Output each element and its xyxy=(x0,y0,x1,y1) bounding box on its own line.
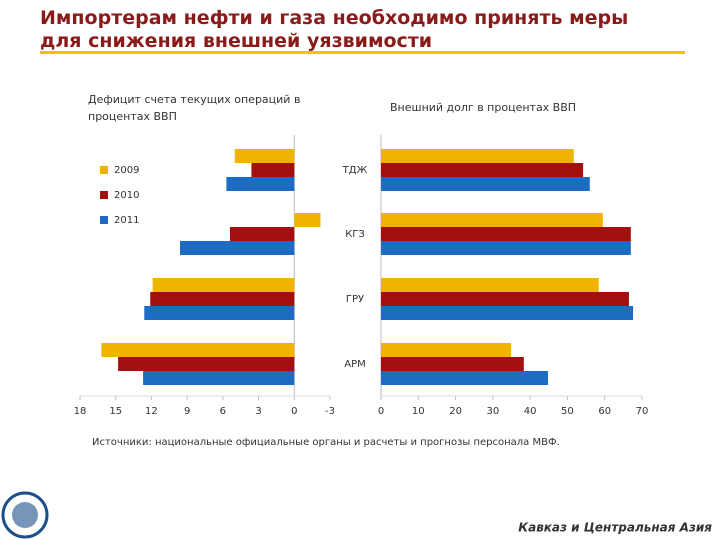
bar xyxy=(381,357,524,371)
bar xyxy=(251,163,295,177)
x-tick-label: -3 xyxy=(325,406,335,417)
bar xyxy=(381,343,512,357)
bar xyxy=(381,292,629,306)
bar xyxy=(381,177,590,191)
text-line: процентах ВВП xyxy=(88,110,177,123)
category-label: ТДЖ xyxy=(342,165,368,176)
bar xyxy=(230,227,295,241)
x-tick-label: 0 xyxy=(291,406,297,417)
x-tick-label: 40 xyxy=(524,406,537,417)
bar xyxy=(381,149,574,163)
legend-label: 2011 xyxy=(114,215,139,226)
text-block: Импортерам нефти и газа необходимо приня… xyxy=(40,7,628,52)
x-tick-label: 9 xyxy=(184,406,190,417)
legend-label: 2010 xyxy=(114,190,139,201)
category-label: ГРУ xyxy=(346,294,364,305)
bar xyxy=(381,371,549,385)
bar xyxy=(180,241,295,255)
bar xyxy=(226,177,295,191)
bar xyxy=(144,306,295,320)
chart-title: Внешний долг в процентах ВВП xyxy=(390,101,576,114)
x-tick-label: 0 xyxy=(378,406,384,417)
bar xyxy=(381,213,603,227)
x-tick-label: 30 xyxy=(486,406,499,417)
x-tick-label: 18 xyxy=(74,406,87,417)
bar xyxy=(118,357,295,371)
bar xyxy=(381,241,631,255)
bar xyxy=(143,371,295,385)
bar xyxy=(152,278,295,292)
imf-logo xyxy=(1,491,49,539)
bar xyxy=(381,278,599,292)
x-tick-label: 70 xyxy=(636,406,649,417)
x-tick-label: 15 xyxy=(109,406,122,417)
x-tick-label: 20 xyxy=(449,406,462,417)
legend-swatch xyxy=(100,166,108,174)
legend-swatch xyxy=(100,216,108,224)
x-tick-label: 10 xyxy=(412,406,425,417)
bar xyxy=(381,306,634,320)
region-label: Кавказ и Центральная Азия xyxy=(518,521,712,535)
bar xyxy=(234,149,295,163)
x-tick-label: 12 xyxy=(145,406,158,417)
x-tick-label: 50 xyxy=(561,406,574,417)
source-note: Источники: национальные официальные орга… xyxy=(92,437,560,448)
text-line: для снижения внешней уязвимости xyxy=(40,30,432,52)
text-line: Импортерам нефти и газа необходимо приня… xyxy=(40,7,628,29)
x-tick-label: 60 xyxy=(598,406,611,417)
x-tick-label: 6 xyxy=(220,406,226,417)
legend-label: 2009 xyxy=(114,165,139,176)
bar xyxy=(381,163,584,177)
bar xyxy=(101,343,295,357)
bar xyxy=(294,213,321,227)
x-tick-label: 3 xyxy=(255,406,261,417)
text-block: Дефицит счета текущих операций в процента… xyxy=(88,93,300,123)
bar xyxy=(150,292,295,306)
bar xyxy=(381,227,631,241)
text-line: Дефицит счета текущих операций в xyxy=(88,93,300,106)
title-underline xyxy=(40,51,685,54)
category-label: АРМ xyxy=(344,359,366,370)
category-label: КГЗ xyxy=(345,229,365,240)
legend-swatch xyxy=(100,191,108,199)
